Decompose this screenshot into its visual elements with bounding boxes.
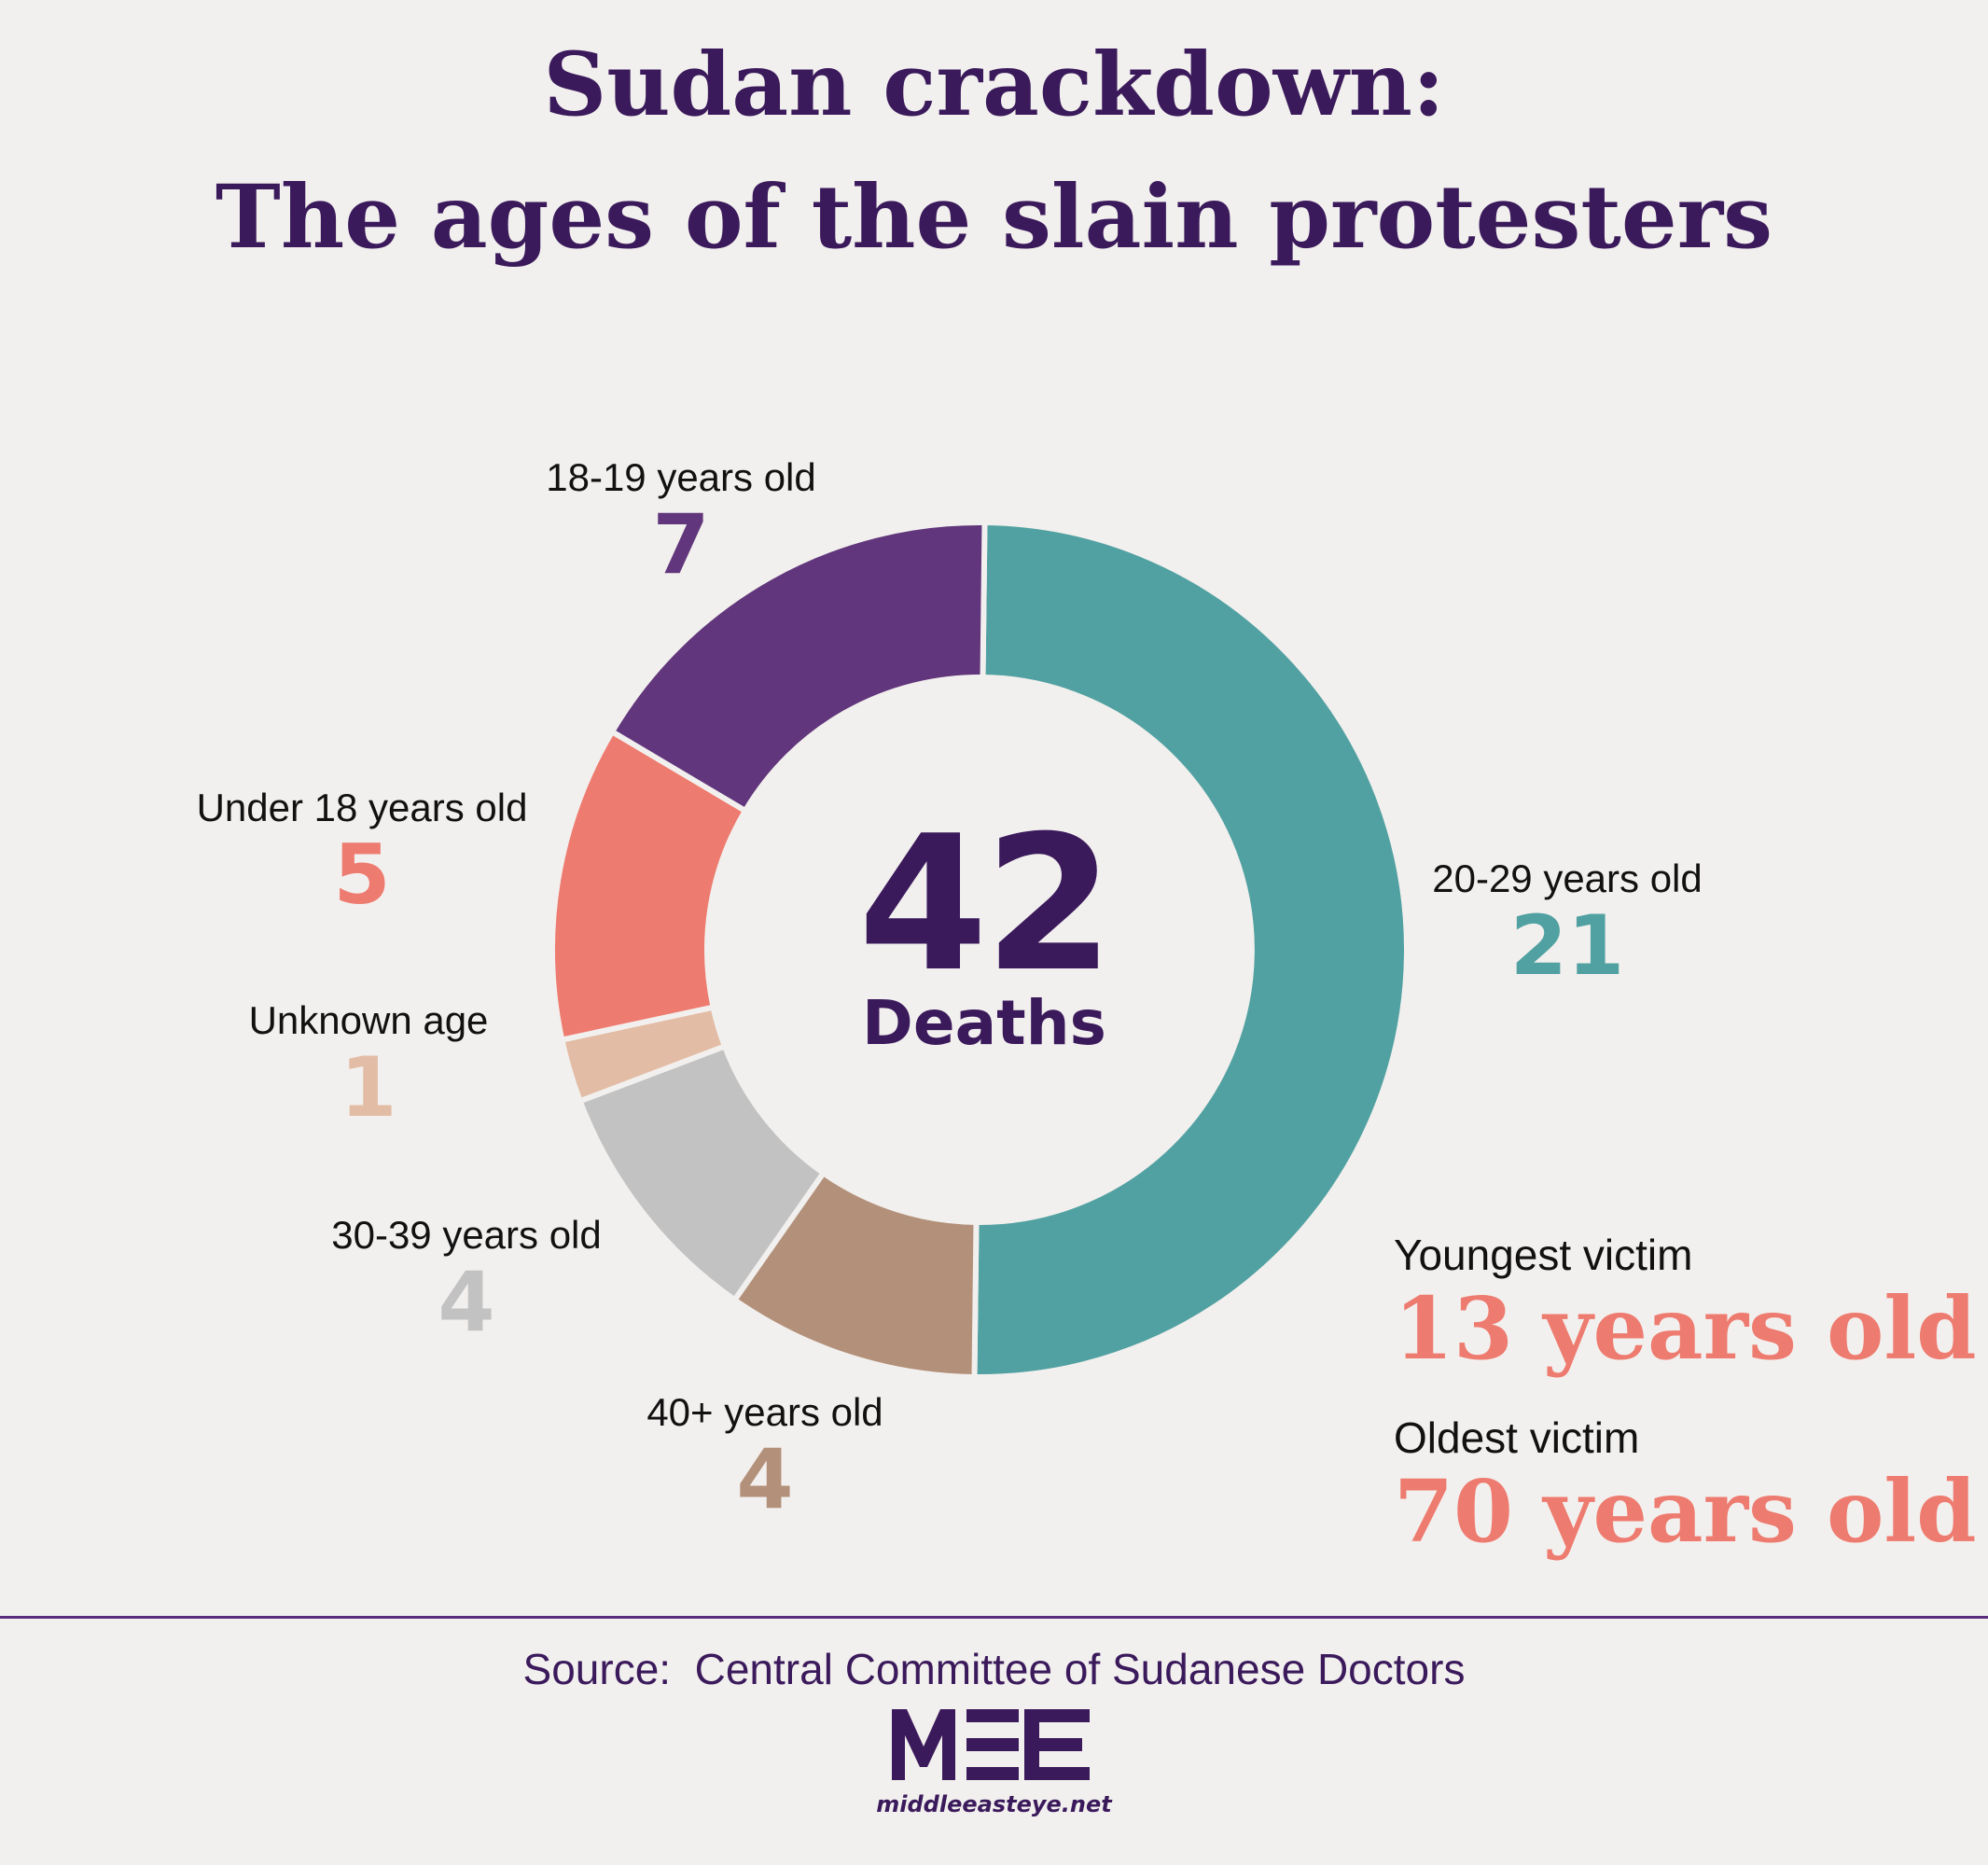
oldest-victim-value: 70 years old bbox=[1394, 1461, 1977, 1562]
source-credit: Source: Central Committee of Sudanese Do… bbox=[522, 1645, 1466, 1693]
slice-label-text: 40+ years old bbox=[646, 1390, 883, 1434]
mee-logo bbox=[892, 1709, 1090, 1780]
slice-label-unknown: Unknown age 1 bbox=[191, 998, 546, 1129]
slice-label-20-29: 20-29 years old 21 bbox=[1390, 856, 1745, 987]
oldest-victim-label: Oldest victim bbox=[1394, 1413, 1640, 1462]
youngest-victim-label: Youngest victim bbox=[1394, 1231, 1693, 1279]
total-deaths-caption: Deaths bbox=[862, 987, 1106, 1059]
slice-label-18-19: 18-19 years old 7 bbox=[504, 455, 858, 586]
donut-slice-5 bbox=[608, 520, 988, 815]
slice-label-text: 18-19 years old bbox=[546, 455, 816, 499]
slice-label-40-plus: 40+ years old 4 bbox=[588, 1390, 942, 1521]
oldest-victim-stat: Oldest victim 70 years old bbox=[1394, 1413, 1977, 1554]
slice-label-text: Under 18 years old bbox=[196, 786, 528, 829]
slice-label-text: 20-29 years old bbox=[1432, 856, 1703, 900]
youngest-victim-stat: Youngest victim 13 years old bbox=[1394, 1230, 1977, 1371]
footer-divider bbox=[0, 1616, 1988, 1619]
slice-value: 4 bbox=[438, 1254, 495, 1350]
slice-value: 21 bbox=[1509, 898, 1625, 994]
slice-value: 4 bbox=[736, 1431, 794, 1527]
slice-label-text: Unknown age bbox=[248, 998, 489, 1042]
slice-value: 5 bbox=[333, 827, 391, 923]
slice-value: 7 bbox=[652, 496, 710, 592]
slice-label-under-18: Under 18 years old 5 bbox=[166, 786, 558, 916]
slice-value: 1 bbox=[340, 1039, 397, 1135]
total-deaths-value: 42 bbox=[857, 796, 1114, 1013]
youngest-victim-value: 13 years old bbox=[1394, 1278, 1977, 1379]
chart-title: Sudan crackdown: bbox=[543, 34, 1445, 136]
logo-url: middleeasteye.net bbox=[876, 1791, 1112, 1817]
slice-label-text: 30-39 years old bbox=[331, 1213, 602, 1257]
chart-subtitle: The ages of the slain protesters bbox=[215, 166, 1773, 269]
slice-label-30-39: 30-39 years old 4 bbox=[289, 1213, 644, 1343]
donut-slice-0 bbox=[971, 519, 1410, 1380]
